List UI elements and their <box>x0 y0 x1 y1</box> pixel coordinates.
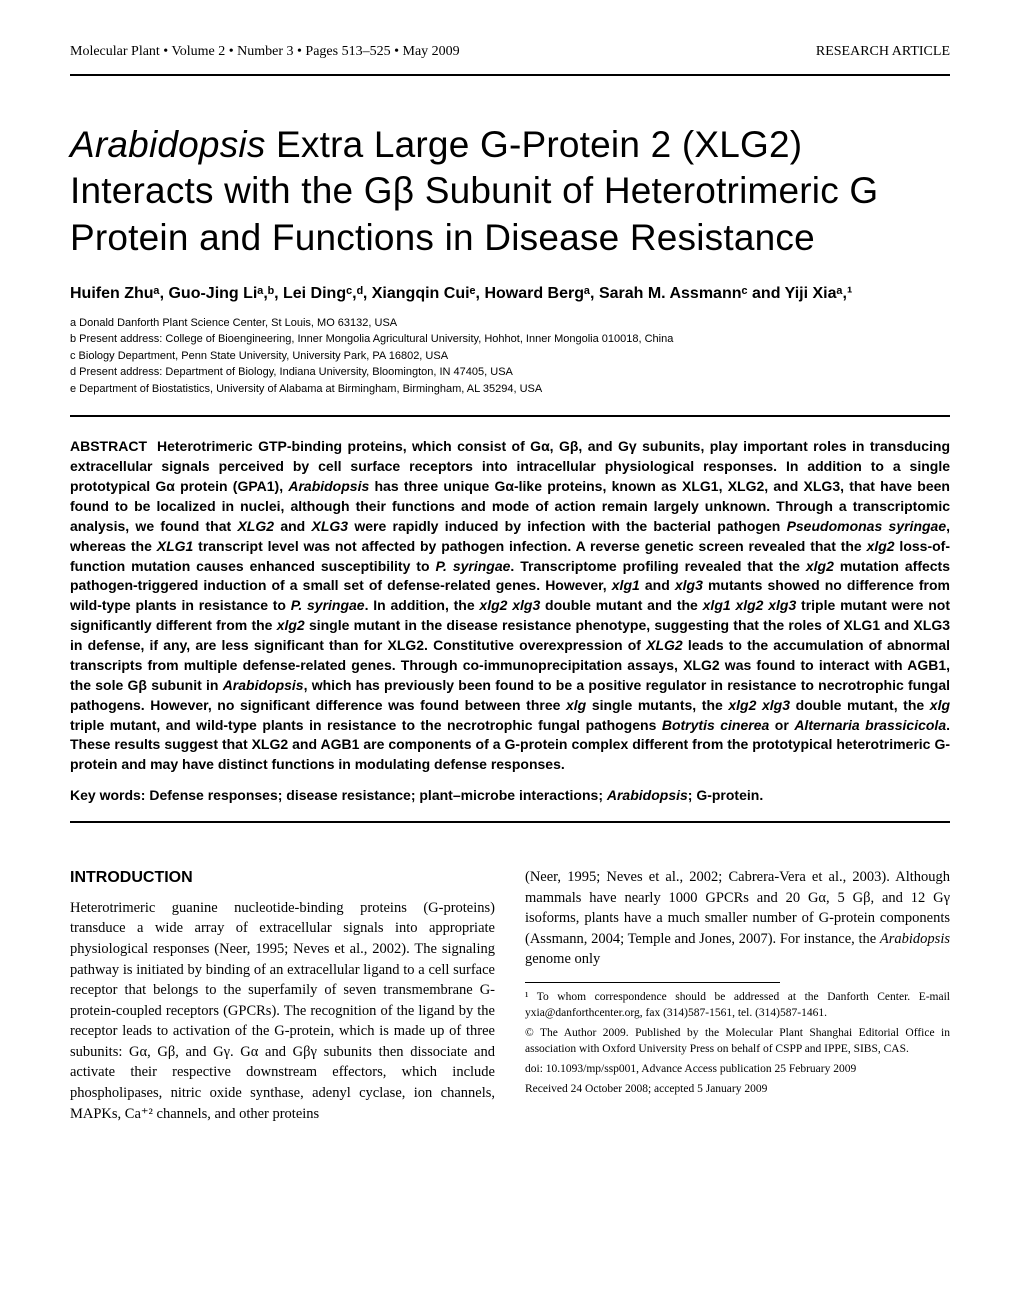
abstract-italic-span: xlg2 xlg3 <box>728 697 790 713</box>
abstract-span: double mutant and the <box>540 597 702 613</box>
abstract-span: single mutants, the <box>586 697 728 713</box>
footnote-dates: Received 24 October 2008; accepted 5 Jan… <box>525 1081 950 1097</box>
abstract-italic-span: XLG2 <box>646 637 683 653</box>
abstract-italic-span: xlg2 xlg3 <box>479 597 540 613</box>
abstract-italic-span: XLG1 <box>157 538 194 554</box>
footnote-doi: doi: 10.1093/mp/ssp001, Advance Access p… <box>525 1061 950 1077</box>
abstract-span: triple mutant, and wild-type plants in r… <box>70 717 662 733</box>
abstract-italic-span: xlg2 <box>806 558 834 574</box>
keywords-italic: Arabidopsis <box>607 787 688 803</box>
abstract-italic-span: P. syringae <box>435 558 510 574</box>
article-title: Arabidopsis Extra Large G-Protein 2 (XLG… <box>70 122 950 261</box>
footnote-corresponding: ¹ To whom correspondence should be addre… <box>525 989 950 1021</box>
page-root: Molecular Plant • Volume 2 • Number 3 • … <box>0 0 1020 1174</box>
abstract-italic-span: xlg2 <box>867 538 895 554</box>
pre-abstract-rule <box>70 415 950 417</box>
abstract-span: . Transcriptome profiling revealed that … <box>510 558 805 574</box>
abstract-italic-span: Arabidopsis <box>223 677 304 693</box>
abstract-italic-span: xlg1 <box>612 577 640 593</box>
affil-d: d Present address: Department of Biology… <box>70 364 950 381</box>
abstract-span: double mutant, the <box>790 697 930 713</box>
body-columns: INTRODUCTION Heterotrimeric guanine nucl… <box>70 867 950 1124</box>
affil-b: b Present address: College of Bioenginee… <box>70 331 950 348</box>
affil-e: e Department of Biostatistics, Universit… <box>70 381 950 398</box>
right-column: (Neer, 1995; Neves et al., 2002; Cabrera… <box>525 867 950 1124</box>
abstract-italic-span: xlg <box>930 697 950 713</box>
section-heading-introduction: INTRODUCTION <box>70 867 495 890</box>
footnote-rule <box>525 982 780 983</box>
left-column: INTRODUCTION Heterotrimeric guanine nucl… <box>70 867 495 1124</box>
abstract-span: or <box>769 717 794 733</box>
affil-a: a Donald Danforth Plant Science Center, … <box>70 315 950 332</box>
affiliations: a Donald Danforth Plant Science Center, … <box>70 315 950 398</box>
abstract-italic-span: XLG2 <box>237 518 274 534</box>
running-head-right: RESEARCH ARTICLE <box>816 44 950 60</box>
keywords-label: Key words: <box>70 787 145 803</box>
abstract-italic-span: xlg2 <box>277 617 305 633</box>
abstract-italic-span: xlg3 <box>675 577 703 593</box>
abstract-italic-span: Pseudomonas syringae <box>787 518 947 534</box>
abstract: ABSTRACTHeterotrimeric GTP-binding prote… <box>70 437 950 775</box>
intro-right-part2: genome only <box>525 951 600 967</box>
top-rule <box>70 74 950 76</box>
abstract-text: Heterotrimeric GTP-binding proteins, whi… <box>70 438 950 772</box>
intro-paragraph-right: (Neer, 1995; Neves et al., 2002; Cabrera… <box>525 867 950 970</box>
intro-right-italic: Arabidopsis <box>880 931 950 947</box>
abstract-span: were rapidly induced by infection with t… <box>348 518 786 534</box>
abstract-label: ABSTRACT <box>70 438 147 454</box>
abstract-italic-span: Arabidopsis <box>288 478 369 494</box>
abstract-italic-span: xlg <box>566 697 586 713</box>
keywords-text: Defense responses; disease resistance; p… <box>145 787 606 803</box>
keywords-tail: ; G-protein. <box>688 787 763 803</box>
running-head-left: Molecular Plant • Volume 2 • Number 3 • … <box>70 44 460 60</box>
footnotes: ¹ To whom correspondence should be addre… <box>525 989 950 1098</box>
intro-paragraph-left: Heterotrimeric guanine nucleotide-bindin… <box>70 898 495 1124</box>
footnote-copyright: © The Author 2009. Published by the Mole… <box>525 1025 950 1057</box>
abstract-span: and <box>274 518 311 534</box>
abstract-italic-span: P. syringae <box>291 597 365 613</box>
abstract-italic-span: Botrytis cinerea <box>662 717 769 733</box>
affil-c: c Biology Department, Penn State Univers… <box>70 348 950 365</box>
title-italic-prefix: Arabidopsis <box>70 124 266 165</box>
abstract-span: . In addition, the <box>365 597 480 613</box>
abstract-span: transcript level was not affected by pat… <box>193 538 866 554</box>
abstract-italic-span: xlg1 xlg2 xlg3 <box>703 597 797 613</box>
keywords: Key words: Defense responses; disease re… <box>70 787 950 803</box>
abstract-italic-span: Alternaria brassicicola <box>794 717 946 733</box>
abstract-italic-span: XLG3 <box>312 518 349 534</box>
abstract-span: and <box>640 577 675 593</box>
running-head: Molecular Plant • Volume 2 • Number 3 • … <box>70 44 950 60</box>
author-line: Huifen Zhuᵃ, Guo-Jing Liᵃ,ᵇ, Lei Dingᶜ,ᵈ… <box>70 285 950 303</box>
post-abstract-rule <box>70 821 950 823</box>
